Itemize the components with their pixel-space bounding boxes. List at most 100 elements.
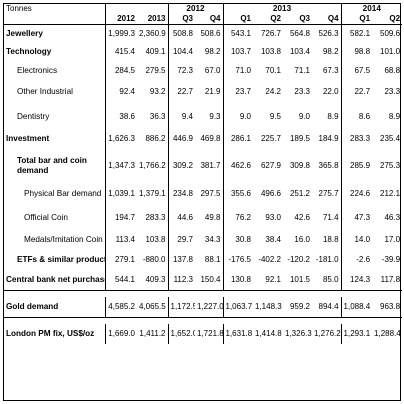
value-cell: 1,652.0	[167, 324, 195, 344]
value-cell: 1,276.2	[314, 329, 341, 338]
table-row-dentistry: Dentistry 38.6 36.3 9.4 9.3 9.0 9.5 9.0 8.9 8.6 8…	[4, 104, 402, 129]
value-cell: 469.8	[200, 134, 221, 143]
value-cell: 365.8	[318, 160, 339, 170]
row-label: Investment	[6, 134, 50, 143]
value-cell: -402.2	[258, 254, 281, 264]
row-label: Electronics	[17, 65, 58, 75]
value-cell: 582.1	[340, 24, 373, 42]
value-cell: 286.1	[222, 129, 253, 149]
value-cell: 104.4	[167, 42, 195, 62]
value-cell: 275.3	[380, 160, 401, 170]
value-cell: 68.8	[384, 65, 401, 75]
value-cell: 92.4	[104, 79, 137, 104]
row-label: ETFs & similar products1	[17, 254, 105, 264]
value-cell: 23.3	[384, 86, 401, 96]
value-cell: 2,360.9	[139, 28, 166, 38]
value-cell: 446.9	[167, 129, 195, 149]
table-row-total-bar-and-coin: Total bar and coin demand 1,347.3 1,766.2 3…	[4, 149, 402, 182]
value-cell: 508.8	[167, 24, 195, 42]
value-cell: 46.3	[384, 212, 401, 222]
table-row-official-coin: Official Coin 194.7 283.3 44.6 49.8 76.2 93.0…	[4, 206, 402, 229]
value-cell: 22.0	[322, 86, 339, 96]
value-cell: 1,669.0	[104, 324, 137, 344]
value-cell: 212.1	[380, 189, 401, 198]
value-cell: 67.3	[322, 65, 339, 75]
table-row-electronics: Electronics 284.5 279.5 72.3 67.0 71.0 70.1 71…	[4, 62, 402, 79]
value-cell: 1,721.8	[197, 329, 223, 338]
value-cell: 409.1	[145, 47, 166, 56]
value-cell: 309.8	[289, 160, 310, 170]
row-label: Other Industrial	[17, 86, 73, 96]
value-cell: 1,999.3	[104, 24, 137, 42]
row-label: Total bar and coin demand	[4, 149, 105, 182]
value-cell: 42.6	[294, 212, 310, 222]
value-cell: 1,293.1	[340, 324, 373, 344]
row-gap	[4, 317, 403, 324]
value-cell: 627.9	[260, 160, 281, 170]
value-cell: 24.2	[265, 86, 281, 96]
row-label: Technology	[6, 47, 52, 56]
value-cell: 92.1	[265, 274, 281, 284]
value-cell: 355.6	[222, 182, 253, 206]
value-cell: 30.8	[222, 229, 253, 250]
value-cell: 130.8	[222, 269, 253, 291]
value-cell: 9.4	[167, 104, 195, 129]
value-cell: 47.3	[340, 206, 373, 229]
table-row-gold-demand: Gold demand 4,585.2 4,065.5 1,172.5 1,227.0…	[4, 297, 402, 318]
value-cell: 72.3	[167, 62, 195, 79]
row-label-line-1: Total bar and coin	[17, 155, 87, 165]
col-header-2012-q3: Q3	[167, 14, 195, 25]
value-cell: 234.8	[167, 182, 195, 206]
col-header-2014-q2: Q2	[372, 14, 403, 25]
value-cell: 275.7	[318, 189, 339, 198]
value-cell: 21.9	[204, 86, 221, 96]
value-cell: 98.2	[322, 47, 339, 56]
table-row-london-pm-fix: London PM fix, US$/oz 1,669.0 1,411.2 1,65…	[4, 324, 402, 344]
value-cell: 496.6	[260, 189, 281, 198]
value-cell: 462.6	[222, 149, 253, 182]
value-cell: 1,063.7	[222, 297, 253, 318]
row-label: Medals/Imitation Coin	[24, 234, 103, 244]
value-cell: 76.2	[222, 206, 253, 229]
value-cell: 415.4	[104, 42, 137, 62]
value-cell: 88.1	[204, 254, 221, 264]
value-cell: 98.2	[204, 47, 221, 56]
value-cell: 22.7	[167, 79, 195, 104]
value-cell: 285.9	[340, 149, 373, 182]
value-cell: 101.0	[380, 47, 401, 56]
value-cell: 297.5	[200, 189, 221, 198]
value-cell: 150.4	[200, 274, 221, 284]
value-cell: 71.0	[222, 62, 253, 79]
value-cell: -39.9	[381, 254, 401, 264]
value-cell: 67.0	[204, 65, 221, 75]
value-cell: 9.0	[298, 111, 310, 121]
col-header-2013-q3: Q3	[283, 14, 312, 25]
value-cell: 509.6	[380, 28, 401, 38]
value-cell: 1,414.8	[255, 329, 282, 338]
row-gap	[4, 290, 403, 297]
value-cell: 284.5	[104, 62, 137, 79]
value-cell: 224.6	[340, 182, 373, 206]
group-header-2012: 2012	[167, 4, 223, 14]
table-row-etfs: ETFs & similar products1 279.1 -880.0137.…	[4, 250, 402, 269]
value-cell: 8.9	[388, 111, 401, 121]
value-cell: 235.4	[380, 134, 401, 143]
row-label-line-2: demand	[17, 165, 49, 175]
value-cell: 886.2	[145, 134, 166, 143]
value-cell: 23.7	[222, 79, 253, 104]
value-cell: 8.6	[340, 104, 373, 129]
row-label: Central bank net purchases	[6, 274, 105, 284]
col-header-2012: 2012	[104, 14, 137, 25]
value-cell: 38.6	[104, 104, 137, 129]
value-cell: 29.7	[167, 229, 195, 250]
row-label: Official Coin	[24, 212, 68, 222]
value-cell: 1,347.3	[104, 149, 137, 182]
value-cell: 9.0	[222, 104, 253, 129]
value-cell: 894.4	[318, 302, 339, 311]
value-cell: 959.2	[289, 302, 310, 311]
value-cell: 93.0	[265, 212, 281, 222]
value-cell: 36.3	[149, 111, 166, 121]
value-cell: 409.3	[145, 274, 166, 284]
value-cell: 526.3	[318, 28, 339, 38]
value-cell: 381.7	[200, 160, 221, 170]
